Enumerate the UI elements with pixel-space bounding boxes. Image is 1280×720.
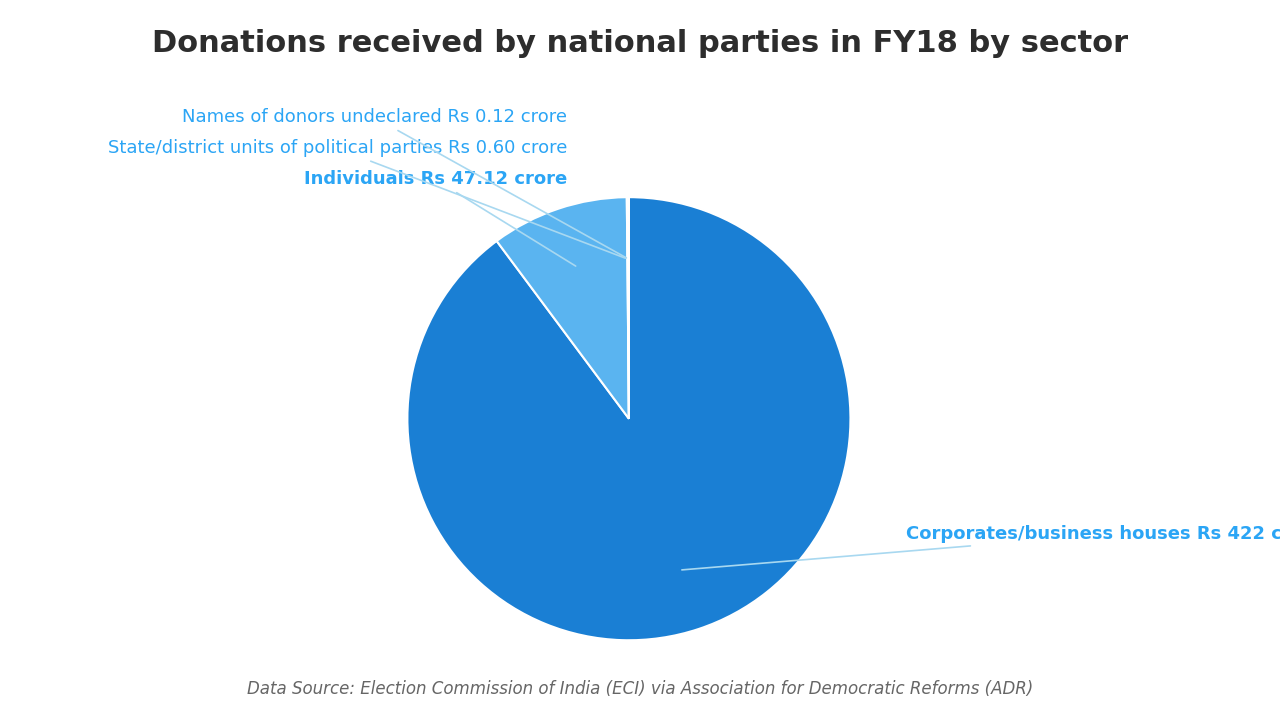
Wedge shape — [627, 197, 628, 419]
Text: Data Source: Election Commission of India (ECI) via Association for Democratic R: Data Source: Election Commission of Indi… — [247, 680, 1033, 698]
Text: Names of donors undeclared Rs 0.12 crore: Names of donors undeclared Rs 0.12 crore — [182, 109, 626, 258]
Text: Donations received by national parties in FY18 by sector: Donations received by national parties i… — [152, 29, 1128, 58]
Text: Individuals Rs 47.12 crore: Individuals Rs 47.12 crore — [303, 171, 576, 266]
Wedge shape — [407, 197, 850, 640]
Wedge shape — [497, 197, 628, 419]
Text: State/district units of political parties Rs 0.60 crore: State/district units of political partie… — [108, 140, 626, 258]
Text: Corporates/business houses Rs 422 crore: Corporates/business houses Rs 422 crore — [682, 525, 1280, 570]
